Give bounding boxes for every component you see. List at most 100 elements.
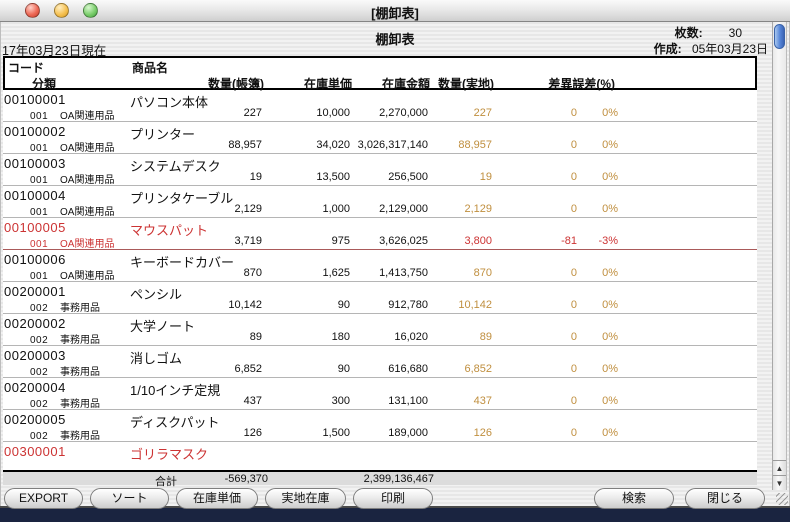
- row-category-code: 002: [30, 335, 49, 346]
- table-row[interactable]: 00100002 プリンター 001 OA関連用品 88,957 34,020 3…: [3, 122, 757, 154]
- column-header-unit-price: 在庫単価: [303, 77, 352, 91]
- actual-stock-button[interactable]: 実地在庫: [265, 488, 346, 509]
- table-body: 00100001 パソコン本体 001 OA関連用品 227 10,000 2,2…: [3, 90, 757, 470]
- row-code: 00100001: [4, 92, 66, 107]
- close-button[interactable]: 閉じる: [685, 488, 765, 509]
- row-unit-price: 1,500: [322, 427, 350, 439]
- scroll-up-icon[interactable]: ▲: [773, 460, 786, 475]
- row-diff: 0: [570, 427, 577, 439]
- created-date-label: 作成:: [653, 42, 682, 56]
- row-amount: 16,020: [394, 331, 428, 343]
- row-diff-pct: 0%: [602, 139, 618, 151]
- row-qty-actual: 126: [473, 427, 492, 439]
- column-header-code: コード: [8, 61, 45, 75]
- table-row[interactable]: 00100004 プリンタケーブル 001 OA関連用品 2,129 1,000 …: [3, 186, 757, 218]
- row-product-name: 大学ノート: [130, 319, 196, 334]
- row-category-code: 002: [30, 367, 49, 378]
- row-product-name: ディスクパット: [130, 415, 220, 430]
- row-diff: 0: [570, 299, 577, 311]
- row-category-name: OA関連用品: [60, 271, 115, 282]
- column-header-name: 商品名: [132, 61, 169, 75]
- sheet-count-value: 30: [728, 26, 742, 40]
- row-diff-pct: 0%: [602, 107, 618, 119]
- print-button[interactable]: 印刷: [353, 488, 433, 509]
- vertical-scrollbar[interactable]: ▲ ▼: [772, 22, 787, 490]
- close-window-icon[interactable]: [25, 3, 40, 18]
- row-qty-book: 3,719: [234, 235, 262, 247]
- row-amount: 189,000: [388, 427, 428, 439]
- row-amount: 256,500: [388, 171, 428, 183]
- table-row[interactable]: 00200002 大学ノート 002 事務用品 89 180 16,020 89 …: [3, 314, 757, 346]
- column-header-qty-actual: 数量(実地): [438, 77, 494, 91]
- table-row[interactable]: 00100003 システムデスク 001 OA関連用品 19 13,500 256…: [3, 154, 757, 186]
- row-amount: 3,626,025: [379, 235, 428, 247]
- row-qty-book: 126: [243, 427, 262, 439]
- row-qty-book: 870: [243, 267, 262, 279]
- table-row[interactable]: 00100001 パソコン本体 001 OA関連用品 227 10,000 2,2…: [3, 90, 757, 122]
- sort-button[interactable]: ソート: [90, 488, 169, 509]
- unit-price-button[interactable]: 在庫単価: [176, 488, 258, 509]
- row-unit-price: 90: [337, 299, 350, 311]
- table-row[interactable]: 00100005 マウスパット 001 OA関連用品 3,719 975 3,62…: [3, 218, 757, 250]
- row-amount: 2,270,000: [379, 107, 428, 119]
- row-category-name: OA関連用品: [60, 239, 115, 250]
- row-category-code: 002: [30, 431, 49, 442]
- row-product-name: パソコン本体: [130, 95, 209, 110]
- totals-label: 合計: [155, 476, 177, 488]
- totals-qty-book: -569,370: [224, 472, 268, 485]
- row-product-name: 消しゴム: [130, 351, 183, 366]
- row-category-name: 事務用品: [60, 431, 100, 442]
- row-code: 00100005: [4, 220, 66, 235]
- table-row[interactable]: 00300001 ゴリラマスク: [3, 442, 757, 462]
- export-button[interactable]: EXPORT: [4, 488, 83, 509]
- column-header-diff: 差異誤差(%): [548, 77, 615, 91]
- row-diff: 0: [570, 331, 577, 343]
- row-unit-price: 34,020: [316, 139, 350, 151]
- row-code: 00200003: [4, 348, 66, 363]
- table-row[interactable]: 00200001 ペンシル 002 事務用品 10,142 90 912,780 …: [3, 282, 757, 314]
- row-product-name: マウスパット: [130, 223, 209, 238]
- search-button[interactable]: 検索: [594, 488, 674, 509]
- report-header: 棚卸表 枚数: 30 作成: 05年03月23日 17年03月23日現在: [0, 22, 790, 58]
- row-diff-pct: 0%: [602, 267, 618, 279]
- row-category-name: 事務用品: [60, 367, 100, 378]
- row-unit-price: 1,625: [322, 267, 350, 279]
- row-category-code: 001: [30, 239, 49, 250]
- row-amount: 3,026,317,140: [357, 139, 428, 151]
- row-unit-price: 1,000: [322, 203, 350, 215]
- row-diff: 0: [570, 363, 577, 375]
- row-category-code: 001: [30, 143, 49, 154]
- totals-row: 合計 -569,370 2,399,136,467: [3, 470, 757, 488]
- row-qty-book: 6,852: [234, 363, 262, 375]
- table-row[interactable]: 00200005 ディスクパット 002 事務用品 126 1,500 189,0…: [3, 410, 757, 442]
- row-code: 00100003: [4, 156, 66, 171]
- row-code: 00100002: [4, 124, 66, 139]
- title-bar[interactable]: [棚卸表]: [0, 0, 790, 22]
- row-diff-pct: -3%: [598, 235, 618, 247]
- row-diff: 0: [570, 139, 577, 151]
- row-category-code: 002: [30, 399, 49, 410]
- table-row[interactable]: 00200004 1/10インチ定規 002 事務用品 437 300 131,1…: [3, 378, 757, 410]
- row-diff-pct: 0%: [602, 331, 618, 343]
- row-diff-pct: 0%: [602, 203, 618, 215]
- table-row[interactable]: 00100006 キーボードカバー 001 OA関連用品 870 1,625 1,…: [3, 250, 757, 282]
- row-amount: 131,100: [388, 395, 428, 407]
- scrollbar-thumb[interactable]: [774, 24, 785, 49]
- report-title: 棚卸表: [375, 32, 415, 47]
- row-code: 00200005: [4, 412, 66, 427]
- row-category-code: 002: [30, 303, 49, 314]
- row-diff: 0: [570, 203, 577, 215]
- current-date: 17年03月23日現在: [2, 44, 107, 58]
- row-code: 00200002: [4, 316, 66, 331]
- row-code: 00200001: [4, 284, 66, 299]
- sheet-count: 枚数: 30: [675, 24, 742, 41]
- row-diff: 0: [570, 107, 577, 119]
- row-category-name: 事務用品: [60, 335, 100, 346]
- row-qty-book: 227: [243, 107, 262, 119]
- zoom-window-icon[interactable]: [83, 3, 98, 18]
- scroll-down-icon[interactable]: ▼: [773, 475, 786, 490]
- row-category-name: OA関連用品: [60, 143, 115, 154]
- minimize-window-icon[interactable]: [54, 3, 69, 18]
- table-row[interactable]: 00200003 消しゴム 002 事務用品 6,852 90 616,680 6…: [3, 346, 757, 378]
- resize-grip[interactable]: [776, 493, 788, 505]
